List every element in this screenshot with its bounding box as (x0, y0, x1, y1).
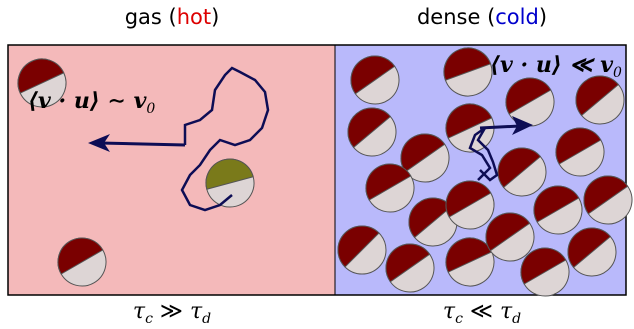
panel-title: gas (hot) (125, 5, 220, 29)
caption: τc ≫ τd (133, 299, 211, 327)
velocity-arrow (480, 126, 520, 128)
caption: τc ≪ τd (443, 299, 521, 327)
formula: ⟨v · u⟩ ∼ v0 (28, 88, 155, 117)
velocity-arrow (100, 143, 185, 145)
diagram: gas (hot) dense (cold) ⟨v · u⟩ ∼ v0 ⟨v ·… (0, 0, 634, 329)
formula: ⟨v · u⟩ ≪ v0 (490, 52, 622, 81)
panel-title: dense (cold) (417, 5, 547, 29)
